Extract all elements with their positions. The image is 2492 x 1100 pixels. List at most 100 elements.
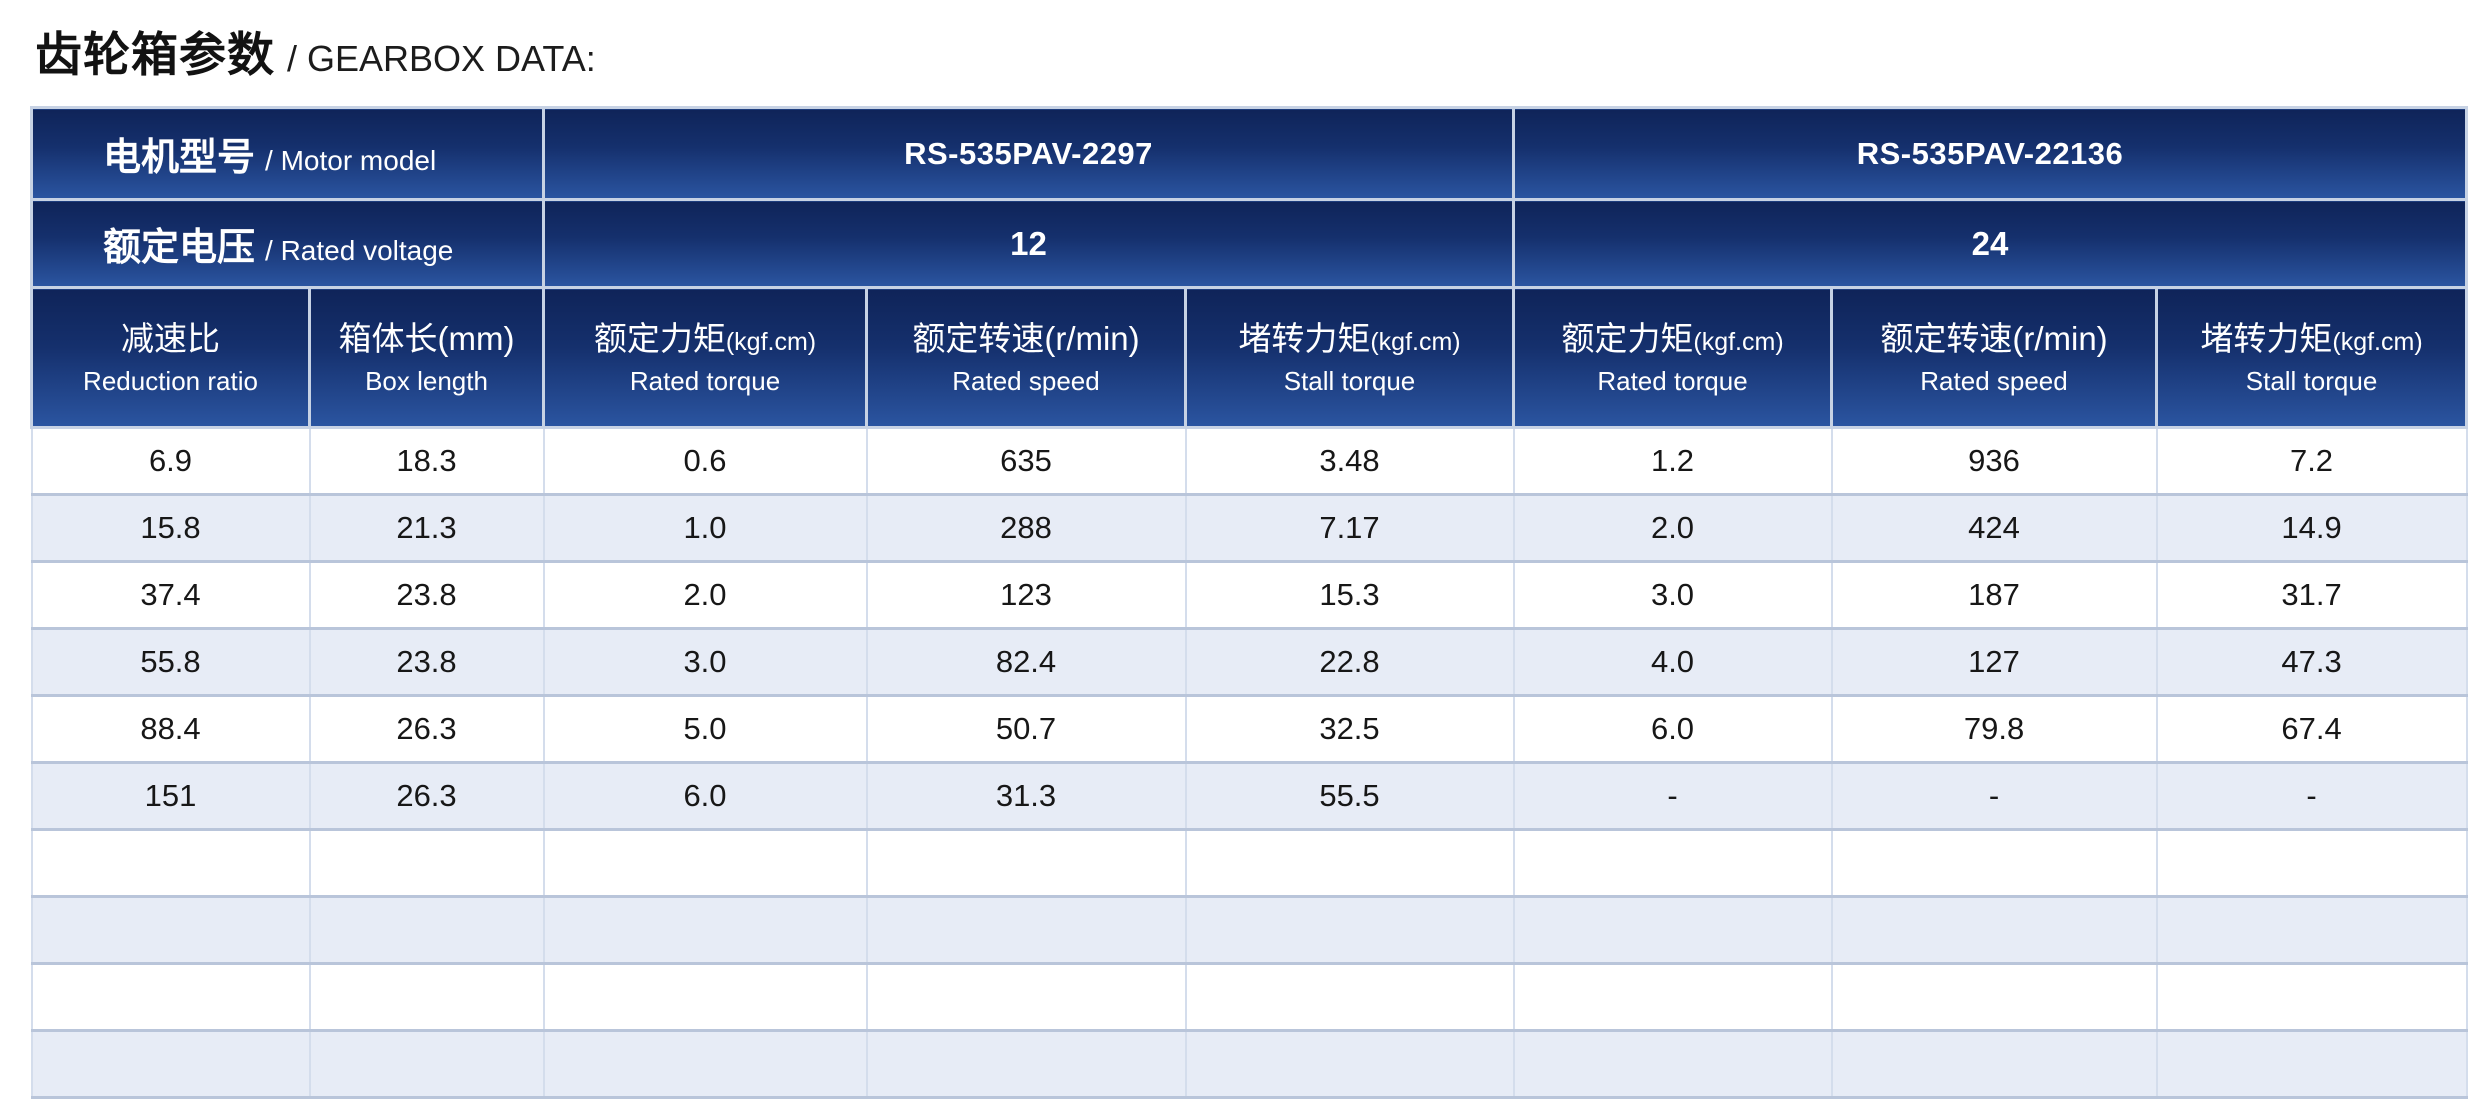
table-cell: 424 (1830, 493, 2158, 563)
table-cell: 67.4 (2155, 694, 2468, 764)
table-cell: 15.3 (1184, 560, 1515, 630)
table-row: 88.4 26.3 5.0 50.7 32.5 6.0 79.8 67.4 (30, 694, 2468, 764)
motor-model-label-en: / Motor model (265, 145, 437, 176)
table-cell: 288 (865, 493, 1187, 563)
gearbox-data-table: 电机型号 / Motor model RS-535PAV-2297 RS-535P… (30, 106, 2469, 1099)
table-row (30, 895, 2468, 965)
table-cell: 3.48 (1184, 426, 1515, 496)
table-cell (2155, 895, 2468, 965)
column-header-reduction-ratio: 减速比 Reduction ratio (30, 286, 311, 429)
table-cell: 32.5 (1184, 694, 1515, 764)
column-header-row: 减速比 Reduction ratio 箱体长(mm) Box length 额… (30, 286, 2469, 429)
page-title-cn: 齿轮箱参数 (35, 28, 275, 81)
table-cell (1830, 895, 2158, 965)
rated-voltage-1: 12 (541, 198, 1516, 289)
table-row: 6.9 18.3 0.6 635 3.48 1.2 936 7.2 (30, 426, 2468, 496)
table-cell: 47.3 (2155, 627, 2468, 697)
table-cell (542, 1029, 868, 1099)
rated-voltage-label-cell: 额定电压 / Rated voltage (30, 198, 545, 289)
table-cell (308, 828, 545, 898)
table-cell (30, 1029, 311, 1099)
motor-model-label-cell: 电机型号 / Motor model (30, 106, 545, 201)
table-cell (1184, 1029, 1515, 1099)
table-cell (1184, 962, 1515, 1032)
column-header-box-length: 箱体长(mm) Box length (308, 286, 545, 429)
table-row: 151 26.3 6.0 31.3 55.5- - - (30, 761, 2468, 831)
table-cell (2155, 1029, 2468, 1099)
table-cell: 123 (865, 560, 1187, 630)
table-cell: 55.8 (30, 627, 311, 697)
table-cell (865, 828, 1187, 898)
table-cell: 82.4 (865, 627, 1187, 697)
table-cell: 26.3 (308, 761, 545, 831)
column-header-stall-torque-1: 堵转力矩(kgf.cm) Stall torque (1183, 286, 1516, 429)
table-cell (1830, 828, 2158, 898)
table-cell: 3.0 (1512, 560, 1833, 630)
table-cell: 2.0 (1512, 493, 1833, 563)
rated-voltage-2: 24 (1512, 198, 2469, 289)
table-cell: 1.2 (1512, 426, 1833, 496)
table-cell (1512, 895, 1833, 965)
table-cell (30, 828, 311, 898)
table-row: 55.8 23.8 3.0 82.4 22.8 4.0 127 47.3 (30, 627, 2468, 697)
table-cell: 2.0 (542, 560, 868, 630)
table-cell (542, 828, 868, 898)
table-cell: 3.0 (542, 627, 868, 697)
table-cell (1184, 828, 1515, 898)
table-cell: - (1512, 761, 1833, 831)
table-row (30, 828, 2468, 898)
table-cell (542, 962, 868, 1032)
table-cell: - (1830, 761, 2158, 831)
table-cell (1830, 1029, 2158, 1099)
table-cell (1512, 962, 1833, 1032)
table-cell: 18.3 (308, 426, 545, 496)
table-cell: 31.7 (2155, 560, 2468, 630)
table-cell: 936 (1830, 426, 2158, 496)
table-cell (865, 962, 1187, 1032)
table-cell (2155, 962, 2468, 1032)
table-cell (308, 895, 545, 965)
motor-model-label-cn: 电机型号 (103, 137, 256, 179)
table-cell: 26.3 (308, 694, 545, 764)
table-cell: 127 (1830, 627, 2158, 697)
table-cell: 23.8 (308, 627, 545, 697)
table-cell (1512, 1029, 1833, 1099)
table-cell: 14.9 (2155, 493, 2468, 563)
table-cell: 21.3 (308, 493, 545, 563)
table-cell: 1.0 (542, 493, 868, 563)
table-cell (308, 1029, 545, 1099)
table-cell: 79.8 (1830, 694, 2158, 764)
column-header-rated-speed-2: 额定转速(r/min) Rated speed (1830, 286, 2159, 429)
column-header-stall-torque-2: 堵转力矩(kgf.cm) Stall torque (2155, 286, 2469, 429)
motor-model-1: RS-535PAV-2297 (541, 106, 1516, 201)
table-cell: 15.8 (30, 493, 311, 563)
table-cell (865, 1029, 1187, 1099)
table-cell: 5.0 (542, 694, 868, 764)
rated-voltage-label-cn: 额定电压 (103, 227, 256, 269)
table-cell (1512, 828, 1833, 898)
page-title: 齿轮箱参数 / GEARBOX DATA: (35, 16, 596, 85)
table-cell (30, 962, 311, 1032)
column-header-rated-torque-2: 额定力矩(kgf.cm) Rated torque (1512, 286, 1834, 429)
table-cell: 22.8 (1184, 627, 1515, 697)
rated-voltage-row: 额定电压 / Rated voltage 12 24 (30, 198, 2469, 289)
table-cell: - (2155, 761, 2468, 831)
table-cell: 50.7 (865, 694, 1187, 764)
table-cell: 88.4 (30, 694, 311, 764)
column-header-rated-speed-1: 额定转速(r/min) Rated speed (865, 286, 1187, 429)
table-cell: 635 (865, 426, 1187, 496)
table-cell: 4.0 (1512, 627, 1833, 697)
table-cell (865, 895, 1187, 965)
table-cell: 7.2 (2155, 426, 2468, 496)
motor-model-2: RS-535PAV-22136 (1512, 106, 2469, 201)
table-row (30, 962, 2468, 1032)
table-cell: 7.17 (1184, 493, 1515, 563)
table-cell: 6.0 (542, 761, 868, 831)
table-cell: 6.9 (30, 426, 311, 496)
motor-model-row: 电机型号 / Motor model RS-535PAV-2297 RS-535P… (30, 106, 2469, 201)
table-cell: 23.8 (308, 560, 545, 630)
table-cell: 37.4 (30, 560, 311, 630)
table-body: 6.9 18.3 0.6 635 3.48 1.2 936 7.2 15.8 21.3 1.0 288… (30, 426, 2468, 1099)
page-title-en: / GEARBOX DATA: (287, 38, 596, 79)
